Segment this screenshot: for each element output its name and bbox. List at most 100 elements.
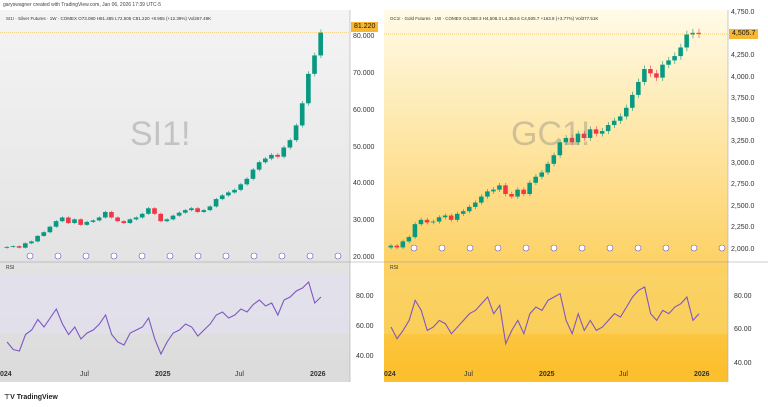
- candle: [690, 32, 695, 35]
- candle: [485, 191, 490, 197]
- rsi-tick: 40.00: [734, 359, 752, 367]
- event-marker[interactable]: [334, 252, 342, 260]
- time-label: 2026: [310, 371, 326, 378]
- event-marker[interactable]: [578, 244, 586, 252]
- price-tick: 30.000: [353, 217, 375, 225]
- event-marker[interactable]: [662, 244, 670, 252]
- candle: [575, 133, 581, 143]
- event-marker[interactable]: [466, 244, 474, 252]
- candle: [394, 245, 400, 248]
- symbol-watermark: SI1!: [130, 115, 191, 153]
- candle: [84, 221, 90, 225]
- candle: [90, 220, 96, 222]
- rsi-label: RSI: [6, 265, 15, 271]
- candle: [660, 64, 665, 78]
- candle: [563, 137, 569, 143]
- candle: [388, 245, 394, 248]
- candle: [4, 246, 10, 248]
- candle: [306, 73, 311, 104]
- candle: [250, 169, 256, 179]
- candle: [152, 208, 157, 214]
- last-price-badge: 4,505.7: [729, 29, 759, 40]
- candle: [29, 241, 34, 244]
- event-marker[interactable]: [306, 252, 314, 260]
- event-marker[interactable]: [522, 244, 530, 252]
- candle: [269, 154, 274, 159]
- candle: [213, 199, 219, 207]
- candle: [59, 217, 65, 222]
- event-marker[interactable]: [550, 244, 558, 252]
- event-marker[interactable]: [54, 252, 62, 260]
- candle: [35, 235, 40, 242]
- candle: [533, 176, 538, 183]
- time-label: 024: [384, 371, 396, 378]
- event-marker[interactable]: [250, 252, 258, 260]
- event-marker[interactable]: [194, 252, 202, 260]
- candle: [636, 81, 641, 95]
- event-marker[interactable]: [82, 252, 90, 260]
- candle: [219, 195, 225, 200]
- candle: [115, 217, 120, 222]
- silver-chart-panel[interactable]: SI1! · Silver Futures · 1W · COMEX O73.0…: [0, 10, 384, 382]
- event-marker[interactable]: [410, 244, 418, 252]
- candle: [207, 206, 213, 211]
- event-marker[interactable]: [606, 244, 614, 252]
- time-label: Jul: [464, 371, 473, 378]
- candle: [479, 196, 484, 203]
- event-marker[interactable]: [634, 244, 642, 252]
- rsi-tick: 40.00: [356, 353, 374, 360]
- candle: [527, 182, 532, 194]
- candle: [293, 125, 299, 141]
- event-marker[interactable]: [138, 252, 146, 260]
- candle: [569, 137, 575, 143]
- price-tick: 4,000.0: [731, 73, 755, 81]
- candle: [666, 60, 671, 65]
- candle: [509, 193, 514, 197]
- event-marker[interactable]: [26, 252, 34, 260]
- event-marker[interactable]: [222, 252, 230, 260]
- price-tick: 20.000: [353, 254, 375, 261]
- event-marker[interactable]: [278, 252, 286, 260]
- gold-chart-panel[interactable]: GC1! · Gold Futures · 1W · COMEX O4,368.…: [384, 9, 768, 382]
- candle: [587, 129, 593, 138]
- event-marker[interactable]: [690, 244, 698, 252]
- candle: [442, 215, 448, 218]
- chart-canvas[interactable]: [0, 10, 384, 382]
- candle: [515, 189, 520, 197]
- candle: [281, 147, 287, 157]
- candle: [66, 217, 71, 224]
- candle: [617, 116, 623, 121]
- time-label: 2025: [155, 371, 171, 378]
- event-marker[interactable]: [166, 252, 174, 260]
- candle: [467, 206, 472, 212]
- event-marker[interactable]: [438, 244, 446, 252]
- candle: [521, 189, 526, 194]
- symbol-watermark: GC1!: [511, 115, 591, 153]
- candle: [256, 162, 262, 170]
- candle: [121, 221, 127, 224]
- price-tick: 2,500.0: [731, 202, 755, 210]
- event-marker[interactable]: [718, 244, 726, 252]
- candle: [497, 185, 502, 190]
- event-marker[interactable]: [110, 252, 118, 260]
- candle: [16, 246, 22, 248]
- candle: [170, 215, 176, 220]
- candle: [244, 178, 250, 185]
- candle: [195, 208, 200, 212]
- credit-text: garyswagner created with TradingView.com…: [3, 2, 162, 8]
- price-tick: 3,750.0: [731, 95, 755, 103]
- event-marker[interactable]: [494, 244, 502, 252]
- candle: [611, 120, 617, 126]
- candle: [545, 163, 551, 173]
- candle: [109, 211, 114, 218]
- rsi-label: RSI: [390, 265, 399, 271]
- candle: [10, 246, 16, 248]
- candle: [400, 241, 406, 248]
- time-label: 2025: [539, 371, 555, 378]
- price-tick: 4,750.0: [731, 9, 755, 16]
- candle: [412, 224, 418, 238]
- candle: [430, 221, 436, 223]
- candle: [424, 219, 430, 223]
- chart-canvas[interactable]: [384, 10, 768, 382]
- candle: [624, 107, 629, 117]
